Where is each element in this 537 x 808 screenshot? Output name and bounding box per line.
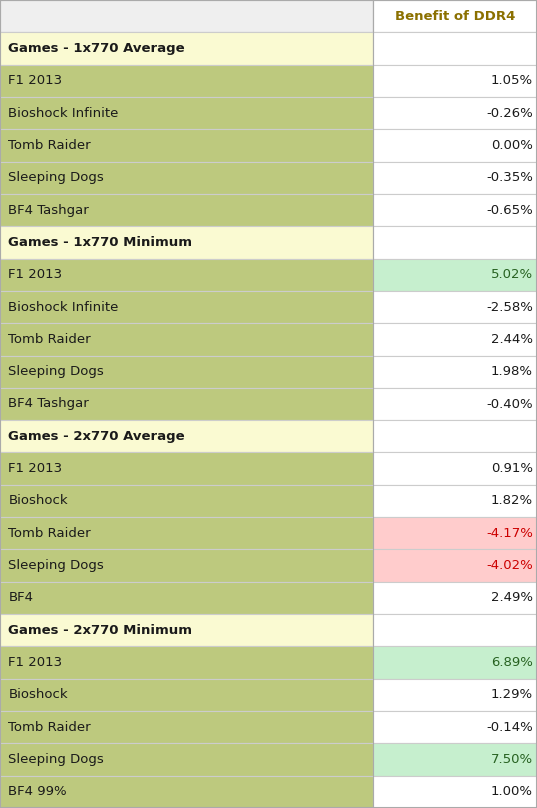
Bar (373, 194, 537, 226)
Text: Benefit of DDR4: Benefit of DDR4 (395, 10, 516, 23)
Bar (373, 743, 537, 776)
Text: 0.91%: 0.91% (491, 462, 533, 475)
Text: Bioshock: Bioshock (9, 688, 68, 701)
Bar (0, 356, 373, 388)
Bar (0, 517, 373, 549)
Bar (0, 549, 373, 582)
Text: Sleeping Dogs: Sleeping Dogs (9, 559, 104, 572)
Text: Games - 1x770 Average: Games - 1x770 Average (9, 42, 185, 55)
Bar (0, 485, 373, 517)
Bar (0, 129, 373, 162)
Text: 2.49%: 2.49% (491, 591, 533, 604)
Bar (0, 452, 373, 485)
Text: BF4: BF4 (9, 591, 33, 604)
Text: 1.05%: 1.05% (491, 74, 533, 87)
Text: -2.58%: -2.58% (486, 301, 533, 314)
Text: -0.40%: -0.40% (487, 398, 533, 410)
Bar (0, 291, 373, 323)
Text: F1 2013: F1 2013 (9, 656, 63, 669)
Text: 0.00%: 0.00% (491, 139, 533, 152)
Bar (0, 0, 373, 32)
Text: Tomb Raider: Tomb Raider (9, 333, 91, 346)
Text: F1 2013: F1 2013 (9, 268, 63, 281)
Bar (373, 420, 537, 452)
Text: Tomb Raider: Tomb Raider (9, 527, 91, 540)
Text: Sleeping Dogs: Sleeping Dogs (9, 365, 104, 378)
Bar (373, 226, 537, 259)
Bar (0, 226, 373, 259)
Bar (373, 517, 537, 549)
Text: BF4 Tashgar: BF4 Tashgar (9, 398, 89, 410)
Text: 1.29%: 1.29% (491, 688, 533, 701)
Text: 5.02%: 5.02% (491, 268, 533, 281)
Bar (0, 614, 373, 646)
Text: Tomb Raider: Tomb Raider (9, 139, 91, 152)
Bar (0, 711, 373, 743)
Text: -0.26%: -0.26% (487, 107, 533, 120)
Text: Games - 2x770 Average: Games - 2x770 Average (9, 430, 185, 443)
Text: Games - 1x770 Minimum: Games - 1x770 Minimum (9, 236, 192, 249)
Bar (373, 259, 537, 291)
Text: 1.82%: 1.82% (491, 494, 533, 507)
Bar (373, 452, 537, 485)
Text: Sleeping Dogs: Sleeping Dogs (9, 171, 104, 184)
Bar (0, 259, 373, 291)
Text: Sleeping Dogs: Sleeping Dogs (9, 753, 104, 766)
Text: 6.89%: 6.89% (491, 656, 533, 669)
Text: 2.44%: 2.44% (491, 333, 533, 346)
Text: 7.50%: 7.50% (491, 753, 533, 766)
Bar (0, 646, 373, 679)
Text: Bioshock Infinite: Bioshock Infinite (9, 301, 119, 314)
Bar (373, 129, 537, 162)
Bar (0, 776, 373, 808)
Bar (373, 291, 537, 323)
Bar (373, 711, 537, 743)
Bar (373, 485, 537, 517)
Bar (373, 614, 537, 646)
Bar (373, 323, 537, 356)
Text: Bioshock: Bioshock (9, 494, 68, 507)
Text: -4.17%: -4.17% (486, 527, 533, 540)
Bar (373, 32, 537, 65)
Text: -0.35%: -0.35% (486, 171, 533, 184)
Bar (373, 97, 537, 129)
Bar (0, 388, 373, 420)
Bar (0, 97, 373, 129)
Bar (373, 0, 537, 32)
Bar (0, 420, 373, 452)
Text: BF4 Tashgar: BF4 Tashgar (9, 204, 89, 217)
Text: -0.14%: -0.14% (487, 721, 533, 734)
Bar (0, 65, 373, 97)
Bar (0, 162, 373, 194)
Text: -4.02%: -4.02% (487, 559, 533, 572)
Bar (373, 162, 537, 194)
Text: -0.65%: -0.65% (487, 204, 533, 217)
Bar (373, 679, 537, 711)
Text: Games - 2x770 Minimum: Games - 2x770 Minimum (9, 624, 192, 637)
Bar (373, 65, 537, 97)
Bar (373, 356, 537, 388)
Bar (0, 743, 373, 776)
Text: 1.00%: 1.00% (491, 785, 533, 798)
Bar (373, 776, 537, 808)
Text: F1 2013: F1 2013 (9, 74, 63, 87)
Text: Bioshock Infinite: Bioshock Infinite (9, 107, 119, 120)
Bar (0, 323, 373, 356)
Bar (0, 582, 373, 614)
Text: 1.98%: 1.98% (491, 365, 533, 378)
Bar (373, 388, 537, 420)
Text: BF4 99%: BF4 99% (9, 785, 67, 798)
Bar (373, 646, 537, 679)
Bar (0, 194, 373, 226)
Bar (0, 679, 373, 711)
Text: F1 2013: F1 2013 (9, 462, 63, 475)
Bar (0, 32, 373, 65)
Bar (373, 582, 537, 614)
Text: Tomb Raider: Tomb Raider (9, 721, 91, 734)
Bar (373, 549, 537, 582)
